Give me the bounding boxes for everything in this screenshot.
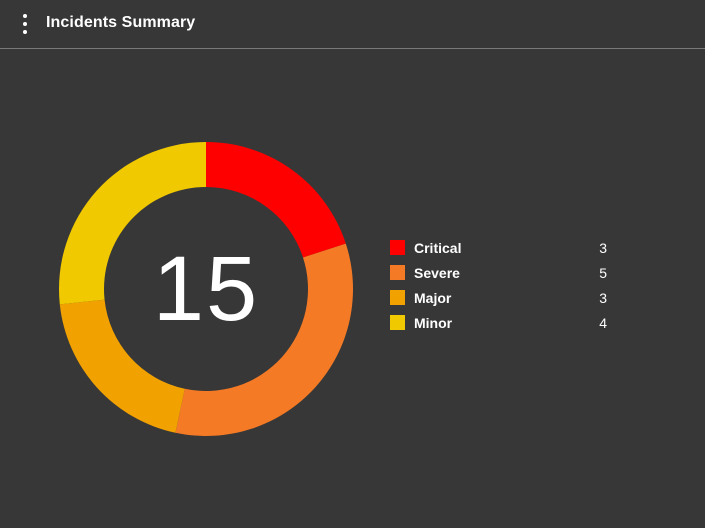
legend-swatch [390, 265, 405, 280]
legend-swatch [390, 240, 405, 255]
donut-chart [59, 142, 353, 436]
legend-item-severe[interactable]: Severe 5 [390, 263, 620, 288]
legend-item-critical[interactable]: Critical 3 [390, 238, 620, 263]
legend-label: Minor [414, 315, 453, 331]
legend-item-major[interactable]: Major 3 [390, 288, 620, 313]
legend-value: 3 [599, 290, 607, 306]
donut-slice-severe[interactable] [175, 243, 353, 436]
legend-swatch [390, 315, 405, 330]
chart-legend: Critical 3 Severe 5 Major 3 Minor 4 [390, 238, 620, 338]
legend-value: 3 [599, 240, 607, 256]
card-title: Incidents Summary [46, 14, 196, 31]
donut-slice-critical[interactable] [206, 142, 346, 258]
more-vert-icon[interactable] [17, 12, 33, 36]
donut-slice-major[interactable] [59, 299, 185, 433]
legend-label: Severe [414, 265, 460, 281]
donut-slice-minor[interactable] [59, 142, 206, 305]
card-header: Incidents Summary [0, 0, 705, 49]
legend-label: Major [414, 290, 452, 306]
legend-swatch [390, 290, 405, 305]
legend-value: 4 [599, 315, 607, 331]
legend-value: 5 [599, 265, 607, 281]
legend-label: Critical [414, 240, 462, 256]
legend-item-minor[interactable]: Minor 4 [390, 313, 620, 338]
